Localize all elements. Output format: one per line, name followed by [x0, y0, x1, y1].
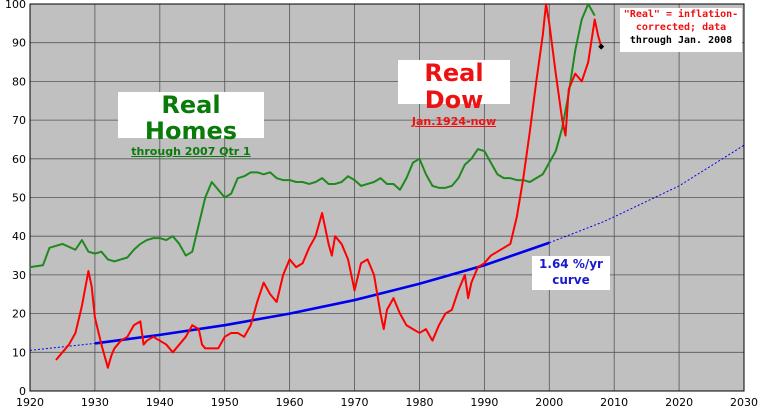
- trend-curve-projection: [549, 144, 745, 244]
- series-group: [29, 3, 745, 369]
- note-line-3: through Jan. 2008: [629, 35, 733, 46]
- latest-dow-marker: [598, 43, 605, 50]
- x-tick-label: 1990: [470, 396, 498, 409]
- y-tick-label: 0: [19, 385, 26, 398]
- dow-series-title: Real Dow: [424, 59, 484, 114]
- y-tick-label: 80: [12, 75, 26, 88]
- y-tick-label: 50: [12, 192, 26, 205]
- curve-word-label: curve: [552, 273, 590, 287]
- x-tick-label: 2020: [665, 396, 693, 409]
- plot-border: [29, 3, 745, 392]
- x-tick-label: 1930: [81, 396, 109, 409]
- x-tick-label: 1970: [341, 396, 369, 409]
- homes-series-subtitle: through 2007 Qtr 1: [131, 145, 251, 158]
- y-tick-label: 100: [5, 0, 26, 11]
- y-tick-label: 70: [12, 114, 26, 127]
- y-tick-label: 60: [12, 153, 26, 166]
- marker-group: [598, 43, 605, 50]
- x-tick-label: 2010: [600, 396, 628, 409]
- x-tick-label: 2000: [535, 396, 563, 409]
- y-tick-label: 90: [12, 37, 26, 50]
- y-tick-label: 40: [12, 230, 26, 243]
- y-tick-label: 20: [12, 308, 26, 321]
- homes-label-box: Real Homes through 2007 Qtr 1: [118, 92, 264, 158]
- x-tick-label: 1950: [211, 396, 239, 409]
- curve-label-box: 1.64 %/yr curve: [532, 256, 610, 290]
- homes-line: [29, 3, 596, 269]
- trend-curve-line: [94, 241, 550, 345]
- x-axis: 1920 1930 1940 1950 1960 1970 1980 1990 2000 2010…: [16, 396, 758, 409]
- dow-line: [55, 3, 603, 369]
- x-tick-label: 1920: [16, 396, 44, 409]
- dow-label-box: Real Dow Jan.1924-now: [398, 60, 510, 128]
- y-tick-label: 10: [12, 346, 26, 359]
- note-line-1: "Real" = inflation-: [623, 9, 739, 20]
- inflation-note: "Real" = inflation- corrected; data thro…: [620, 8, 742, 52]
- y-axis: 0 10 20 30 40 50 60 70 80 90 100: [5, 0, 26, 398]
- note-line-2: corrected; data: [635, 22, 727, 33]
- x-tick-label: 1960: [276, 396, 304, 409]
- dow-series-subtitle: Jan.1924-now: [411, 115, 497, 128]
- curve-rate-label: 1.64 %/yr: [539, 257, 603, 271]
- trend-curve-early: [29, 342, 95, 351]
- x-tick-label: 2030: [730, 396, 758, 409]
- x-tick-label: 1980: [405, 396, 433, 409]
- x-tick-label: 1940: [146, 396, 174, 409]
- y-tick-label: 30: [12, 269, 26, 282]
- homes-series-title: Real Homes: [144, 91, 238, 145]
